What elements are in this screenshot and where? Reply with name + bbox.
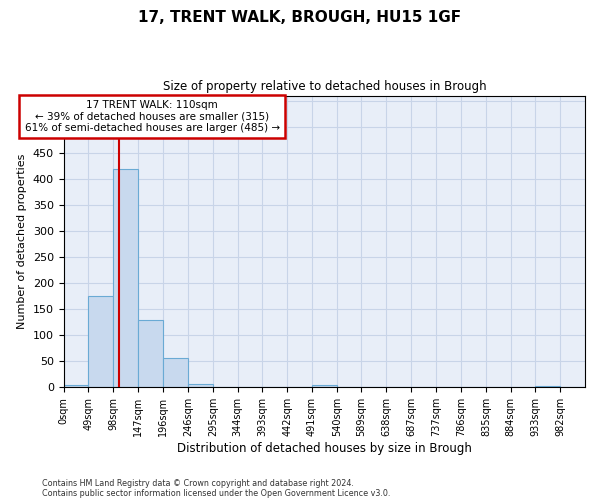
Bar	[312, 384, 337, 388]
Text: 17 TRENT WALK: 110sqm
← 39% of detached houses are smaller (315)
61% of semi-det: 17 TRENT WALK: 110sqm ← 39% of detached …	[25, 100, 280, 133]
Bar	[535, 386, 560, 388]
X-axis label: Distribution of detached houses by size in Brough: Distribution of detached houses by size …	[177, 442, 472, 455]
Text: Contains HM Land Registry data © Crown copyright and database right 2024.: Contains HM Land Registry data © Crown c…	[42, 478, 354, 488]
Title: Size of property relative to detached houses in Brough: Size of property relative to detached ho…	[163, 80, 486, 93]
Bar	[213, 387, 238, 388]
Bar	[64, 384, 88, 388]
Text: Contains public sector information licensed under the Open Government Licence v3: Contains public sector information licen…	[42, 488, 391, 498]
Bar	[88, 296, 113, 388]
Bar	[138, 320, 163, 388]
Bar	[188, 384, 213, 388]
Text: 17, TRENT WALK, BROUGH, HU15 1GF: 17, TRENT WALK, BROUGH, HU15 1GF	[139, 10, 461, 25]
Bar	[113, 168, 138, 388]
Bar	[163, 358, 188, 388]
Y-axis label: Number of detached properties: Number of detached properties	[17, 154, 27, 329]
